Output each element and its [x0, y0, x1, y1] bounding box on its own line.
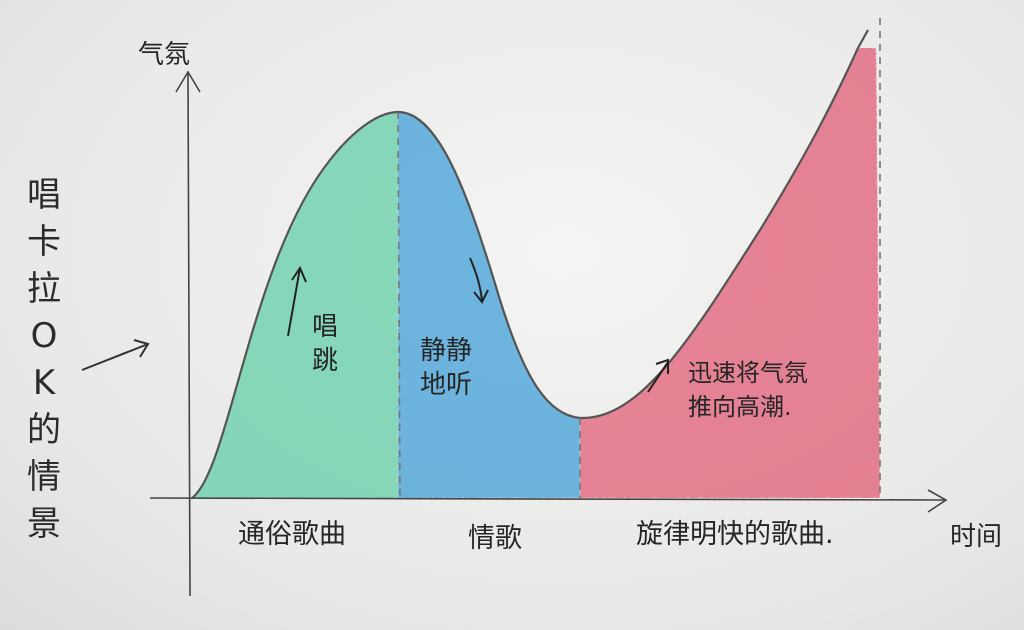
region-green-fill: [192, 112, 398, 498]
x-axis: [149, 497, 945, 501]
trend-arrow-up-1: [287, 265, 307, 337]
phase-note-3: 迅速将气氛 推向高潮.: [688, 359, 808, 421]
x-axis-arrowhead: [927, 489, 948, 513]
phase-label-2: 情歌: [468, 523, 522, 554]
region-red-fill: [580, 48, 880, 498]
trend-arrow-down-2: [469, 257, 489, 304]
phase-label-3: 旋律明快的歌曲.: [636, 519, 834, 550]
trend-arrow-up-3: [647, 358, 669, 393]
y-axis-arrowhead: [175, 70, 201, 93]
region-blue-fill: [398, 112, 580, 498]
y-axis: [187, 73, 191, 597]
phase-note-1: 唱 跳: [312, 312, 339, 376]
phase-note-2: 静静 地听: [420, 336, 473, 400]
y-axis-label: 气氛: [138, 40, 191, 70]
side-label: 唱卡拉OK的情景: [27, 175, 61, 544]
phase-label-1: 通俗歌曲: [238, 519, 346, 550]
x-axis-label: 时间: [950, 522, 1003, 552]
mood-curve: [191, 29, 869, 499]
side-arrow: [81, 339, 150, 371]
